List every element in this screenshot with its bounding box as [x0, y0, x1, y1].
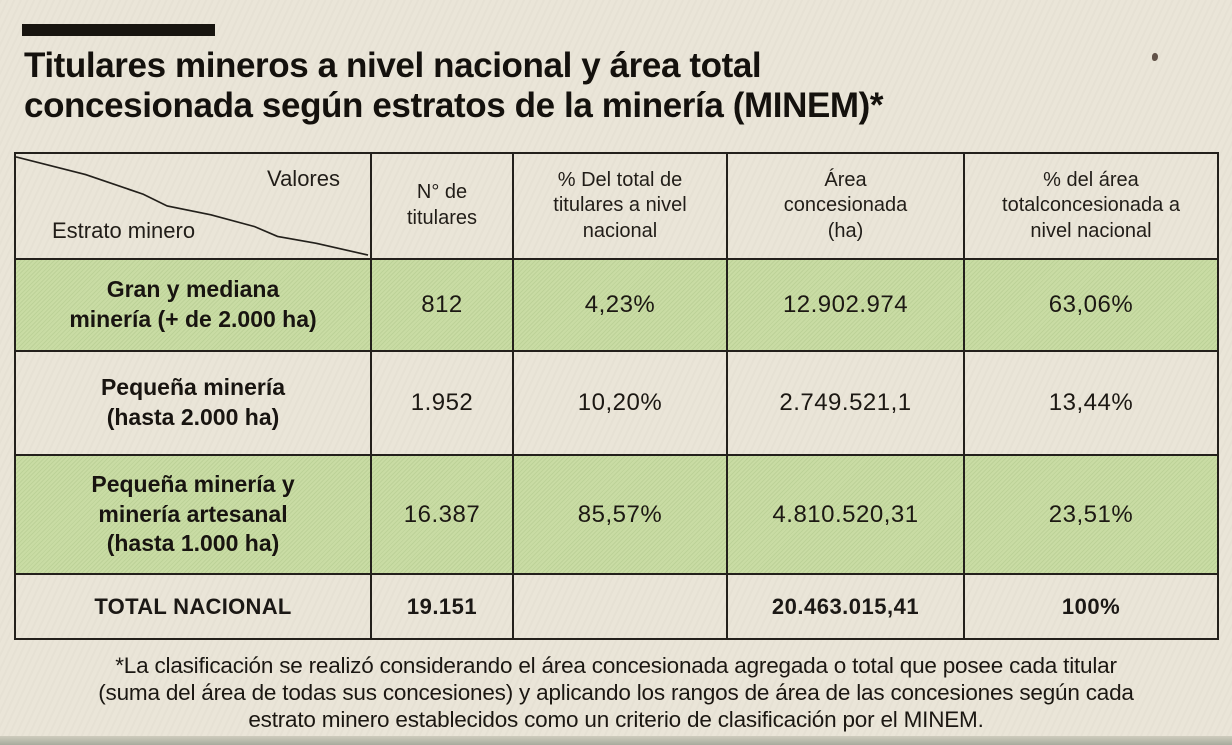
- diagonal-divider-line: [16, 156, 369, 256]
- total-pct-area: 100%: [1061, 593, 1121, 619]
- footnote: *La clasificación se realizó considerand…: [98, 653, 1134, 732]
- row-0-titulares: 812: [372, 260, 514, 352]
- row-1-pct-titulares: 10,20%: [514, 352, 728, 456]
- row-0-area: 12.902.974: [728, 260, 965, 352]
- column-header-area-concesionada: Área concesionada (ha): [728, 154, 965, 260]
- table-corner-cell: Valores Estrato minero: [16, 154, 372, 260]
- row-1-pct-area: 13,44%: [965, 352, 1217, 456]
- row-0-pct-titulares: 4,23%: [514, 260, 728, 352]
- title-accent-bar: [22, 24, 215, 36]
- total-titulares: 19.151: [372, 575, 514, 638]
- title-line-2: concesionada según estratos de la minerí…: [24, 86, 884, 126]
- row-2-titulares: 16.387: [372, 456, 514, 575]
- row-2-pct-area: 23,51%: [965, 456, 1217, 575]
- corner-label-estrato-minero: Estrato minero: [52, 218, 196, 243]
- total-pct-titulares: [514, 575, 728, 638]
- mining-strata-table: Valores Estrato minero N° de titulares %…: [14, 152, 1219, 640]
- row-2-area: 4.810.520,31: [728, 456, 965, 575]
- row-0-pct-area: 63,06%: [965, 260, 1217, 352]
- row-label-gran-y-mediana: Gran y mediana minería (+ de 2.000 ha): [16, 260, 372, 352]
- row-label-mineria-artesanal: Pequeña minería y minería artesanal (has…: [16, 456, 372, 575]
- column-header-pct-area: % del área totalconcesionada a nivel nac…: [965, 154, 1217, 260]
- corner-label-valores: Valores: [267, 166, 340, 191]
- scan-speck: [1152, 53, 1158, 61]
- column-header-num-titulares: N° de titulares: [372, 154, 514, 260]
- column-header-pct-titulares: % Del total de titulares a nivel naciona…: [514, 154, 728, 260]
- total-row-label: TOTAL NACIONAL: [16, 575, 372, 638]
- scan-edge-shadow: [0, 736, 1232, 745]
- total-area: 20.463.015,41: [728, 575, 965, 638]
- title-line-1: Titulares mineros a nivel nacional y áre…: [24, 46, 762, 85]
- row-1-titulares: 1.952: [372, 352, 514, 456]
- page-title: Titulares mineros a nivel nacional y áre…: [24, 46, 1124, 127]
- row-label-pequena-mineria: Pequeña minería (hasta 2.000 ha): [16, 352, 372, 456]
- row-2-pct-titulares: 85,57%: [514, 456, 728, 575]
- row-1-area: 2.749.521,1: [728, 352, 965, 456]
